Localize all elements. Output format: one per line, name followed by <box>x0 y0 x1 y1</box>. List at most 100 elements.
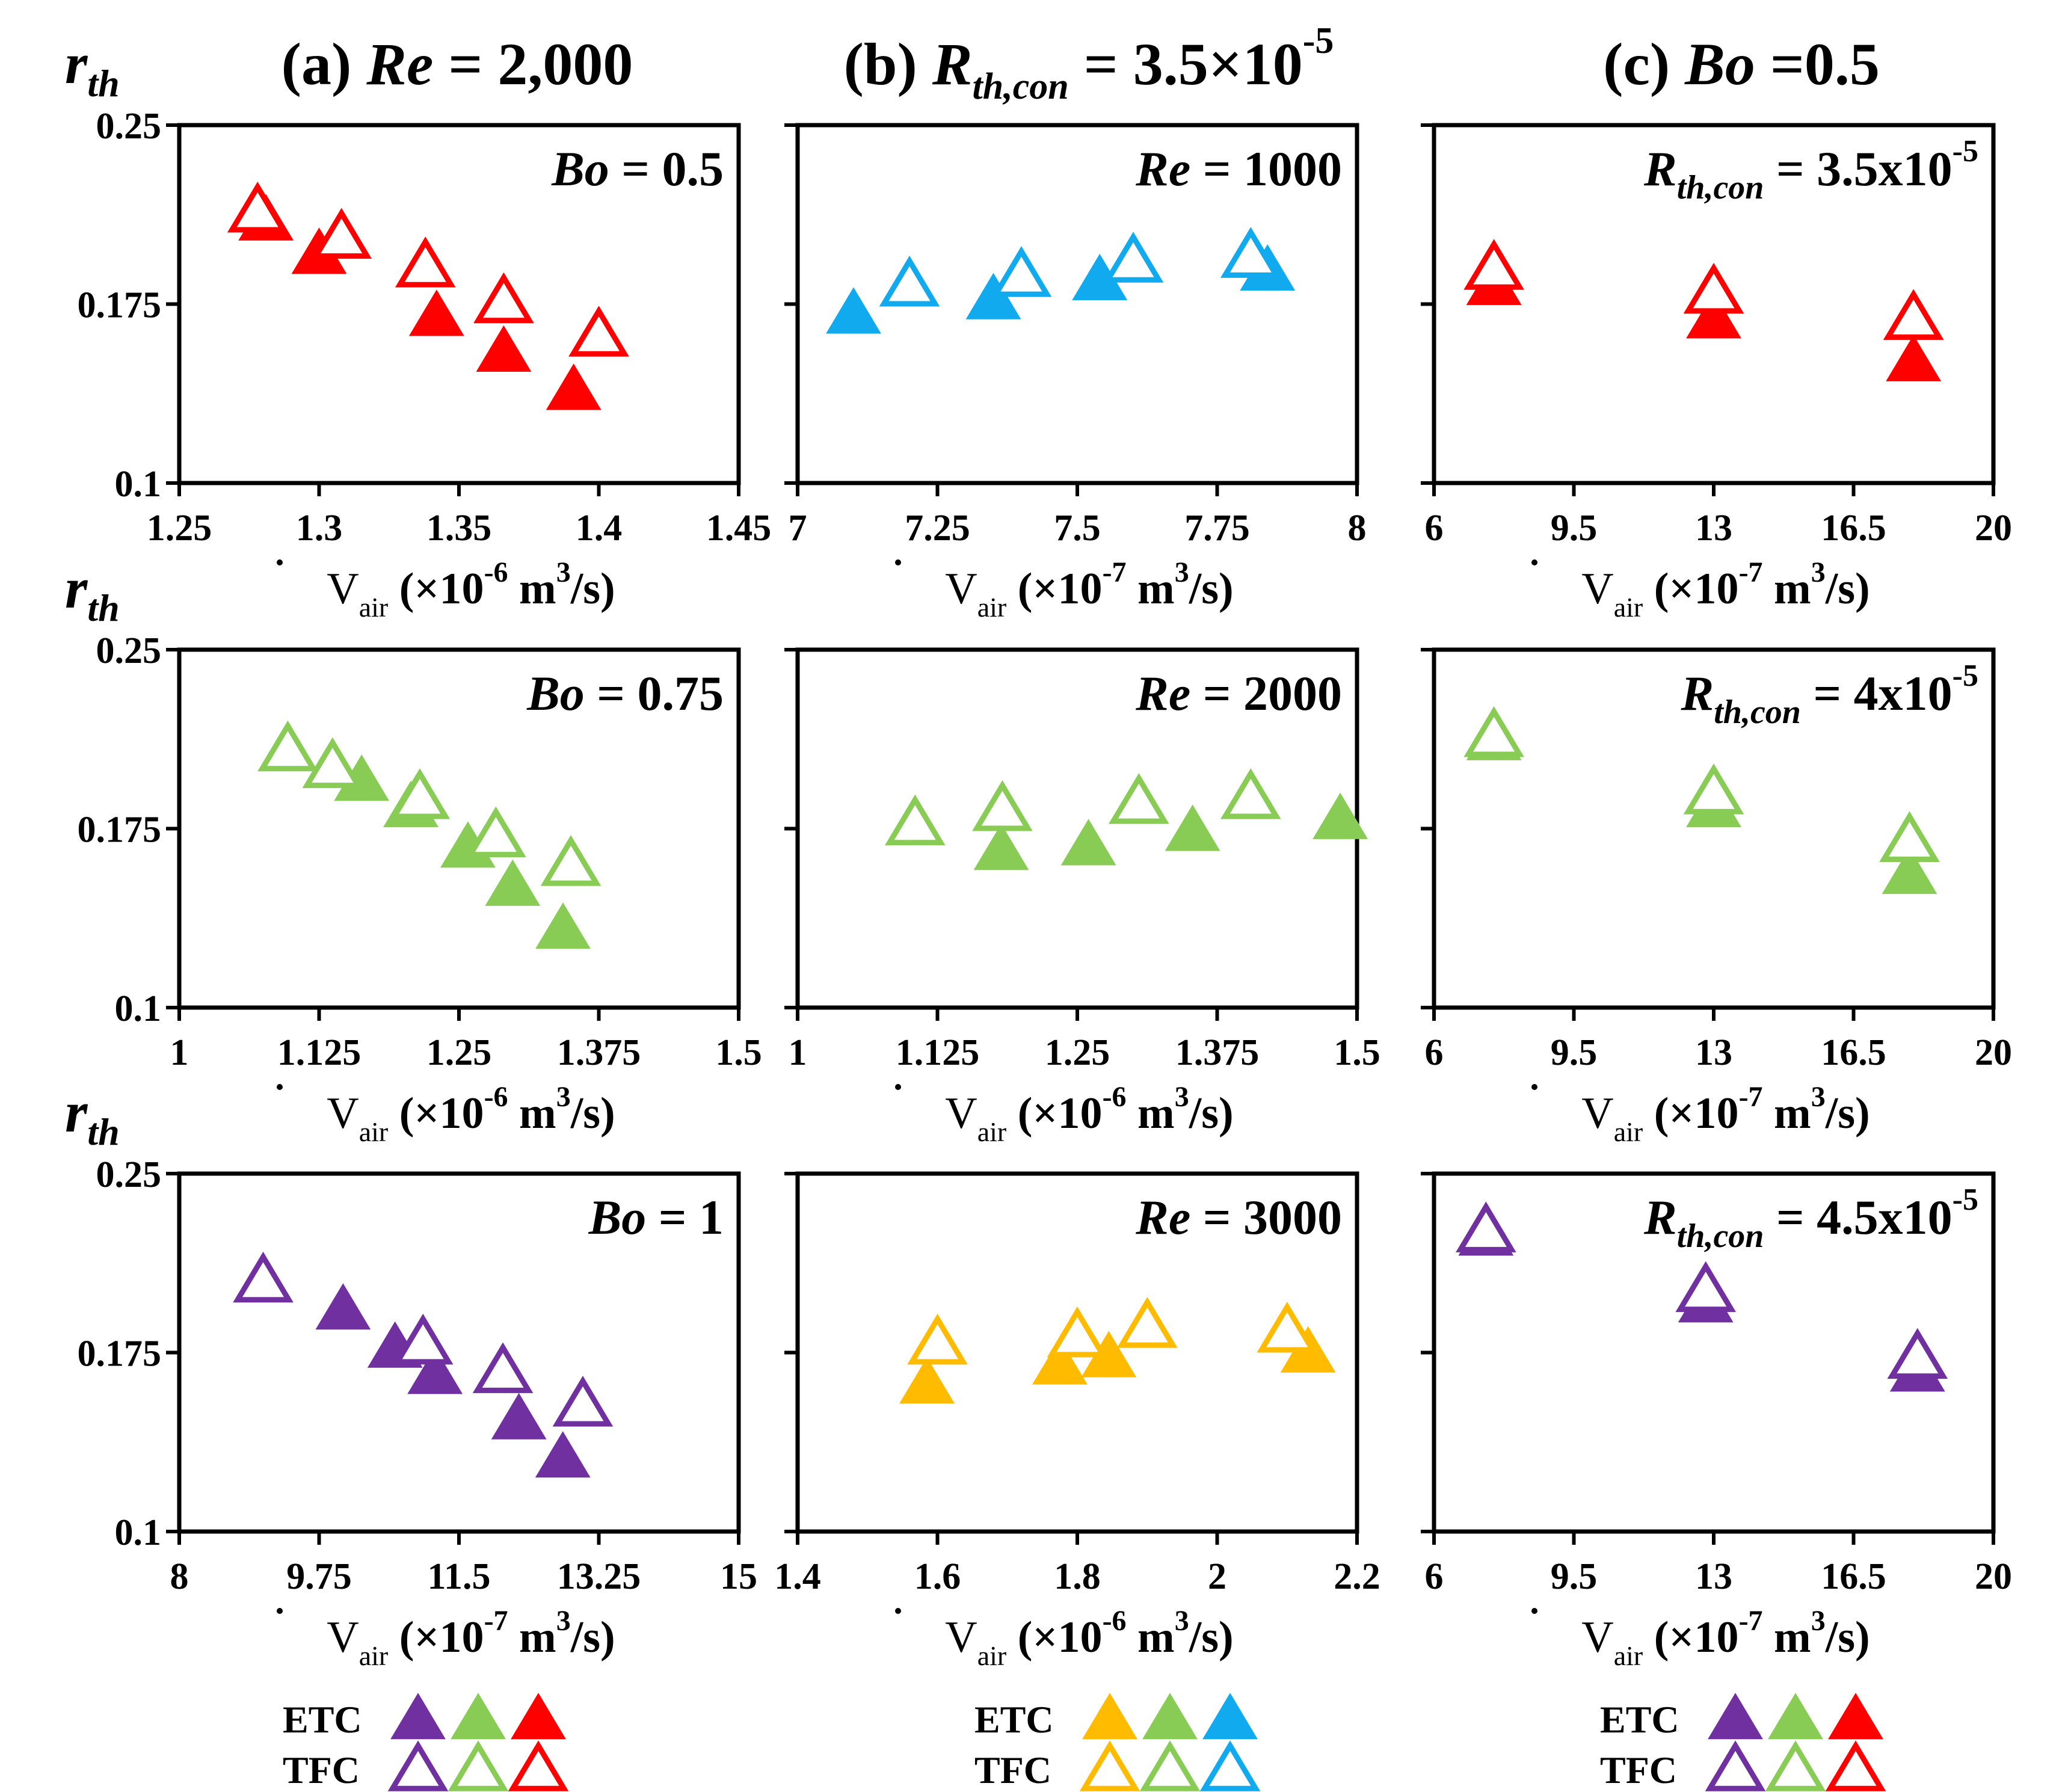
x-tick-text: 2 <box>1208 1556 1226 1597</box>
legend-etc-marker <box>1082 1693 1137 1740</box>
annotation-math: Bo <box>588 1190 647 1245</box>
x-tick-label: 1.45 <box>706 508 772 549</box>
legend-2: ETC TFC <box>1600 1693 1886 1791</box>
series-tfc <box>1463 706 1940 863</box>
etc-point <box>899 1357 955 1404</box>
x-tick-text: 15 <box>720 1556 757 1597</box>
x-tick-text: 2.2 <box>1334 1556 1380 1597</box>
xlabel-exp2: 3 <box>1175 1081 1189 1113</box>
tfc-point <box>395 236 456 288</box>
x-tick-text: 7 <box>789 508 807 549</box>
x-tick-label: 1.375 <box>557 1032 641 1073</box>
y-tick-text: 0.1 <box>115 464 162 505</box>
y-tick-label: 0.25 <box>96 1154 162 1195</box>
x-tick-text: 6 <box>1425 1032 1444 1073</box>
x-tick-text: 1.25 <box>426 1032 492 1073</box>
x-tick-text: 1.25 <box>1045 1032 1110 1073</box>
xlabel-sub: air <box>1614 1640 1643 1671</box>
annotation-sup: -5 <box>1953 659 1978 693</box>
x-axis-label: Vair (×10-6 m3/s) <box>327 556 615 623</box>
vdot-mark <box>895 559 901 565</box>
legend-tfc-marker <box>1825 1740 1886 1791</box>
legend-etc-label: ETC <box>974 1698 1054 1741</box>
title-rest: = 2,000 <box>433 31 633 97</box>
legend-etc-text: ETC <box>283 1698 362 1741</box>
legend-tfc-marker <box>1139 1740 1201 1791</box>
annotation-rest: = 0.75 <box>585 666 724 721</box>
annotation-math: Re <box>1135 1190 1190 1245</box>
x-tick-label: 16.5 <box>1821 1556 1886 1597</box>
vdot-mark <box>277 1608 283 1614</box>
etc-point <box>535 902 591 949</box>
xlabel-sub: air <box>977 1640 1007 1671</box>
etc-point <box>407 1347 463 1394</box>
annotation-math: R <box>1681 666 1714 721</box>
title-math: Re <box>366 31 433 97</box>
x-tick-text: 8 <box>170 1556 189 1597</box>
x-tick-text: 9.5 <box>1551 1032 1598 1073</box>
y-tick-label: 0.175 <box>78 810 162 851</box>
annotation-sub: th,con <box>1677 1218 1764 1255</box>
series-tfc <box>1463 239 1944 340</box>
tfc-point <box>879 255 940 307</box>
x-tick-label: 7.25 <box>905 508 970 549</box>
x-tick-label: 9.5 <box>1551 1556 1598 1597</box>
xlabel-post: m <box>1763 564 1811 614</box>
x-axis-label: Vair (×10-7 m3/s) <box>1581 556 1870 623</box>
title-prefix: (c) <box>1603 31 1685 97</box>
xlabel-tail: /s) <box>1189 564 1234 614</box>
annotation-rest: = 1000 <box>1190 141 1342 196</box>
x-tick-text: 1 <box>789 1032 807 1073</box>
y-tick-label: 0.1 <box>115 464 162 505</box>
x-tick-label: 2 <box>1208 1556 1226 1597</box>
legend-0: ETC TFC <box>283 1693 569 1791</box>
x-tick-text: 20 <box>1975 1556 2012 1597</box>
ylabel-sub: th <box>87 587 119 629</box>
x-tick-text: 7.5 <box>1054 508 1101 549</box>
legend-etc-text: ETC <box>974 1698 1054 1741</box>
panel-0-1: 7 7.25 7.5 7.75 8 Re = 1000 Vair (×10-7 m3/s) <box>784 123 1367 623</box>
annotation-rest: = 3.5x10 <box>1764 141 1952 196</box>
x-tick-text: 16.5 <box>1821 1556 1886 1597</box>
xlabel-sub: air <box>359 1116 389 1147</box>
x-tick-text: 1.8 <box>1054 1556 1101 1597</box>
series-tfc <box>1456 1201 1948 1379</box>
panel-2-1: 1.4 1.6 1.8 2 2.2 Re = 3000 Vair (×10-6 m3/s) <box>774 1171 1380 1671</box>
annotation-math: R <box>1643 141 1677 196</box>
tfc-point <box>552 1375 614 1427</box>
tfc-point <box>1257 1302 1318 1353</box>
tfc-point <box>540 835 602 886</box>
x-tick-text: 1.25 <box>147 508 212 549</box>
x-tick-label: 1.375 <box>1175 1032 1260 1073</box>
x-tick-text: 13 <box>1695 1032 1732 1073</box>
tfc-point <box>972 780 1033 831</box>
y-tick-label: 0.175 <box>78 285 162 326</box>
x-tick-label: 1.5 <box>1334 1032 1380 1073</box>
etc-point <box>485 859 541 906</box>
annotation-rest: = 3000 <box>1190 1190 1342 1245</box>
panel-1-1: 1 1.125 1.25 1.375 1.5 Re = 2000 Vair (×10-6 m… <box>784 647 1380 1147</box>
xlabel-exp2: 3 <box>1175 556 1189 588</box>
legend-tfc-text: TFC <box>974 1749 1051 1791</box>
legend-tfc-text: TFC <box>1600 1749 1677 1791</box>
etc-point <box>546 363 602 410</box>
x-tick-label: 1 <box>789 1032 807 1073</box>
x-tick-label: 13 <box>1695 1032 1732 1073</box>
x-tick-text: 20 <box>1975 1032 2012 1073</box>
title-rest: =0.5 <box>1755 31 1880 97</box>
annotation-math: Bo <box>551 141 609 196</box>
xlabel-exp: -6 <box>484 1081 508 1113</box>
annotation-sub: th,con <box>1714 694 1801 731</box>
x-tick-text: 1.4 <box>774 1556 821 1597</box>
x-tick-text: 6 <box>1425 508 1444 549</box>
panel-annotation: Bo = 1 <box>588 1190 724 1245</box>
y-tick-text: 0.175 <box>78 285 162 326</box>
y-tick-label: 0.175 <box>78 1334 162 1375</box>
xlabel-pre: (×10 <box>1006 564 1102 614</box>
x-tick-text: 1.375 <box>1175 1032 1260 1073</box>
x-tick-label: 20 <box>1975 508 2012 549</box>
tfc-point <box>568 306 629 357</box>
series-tfc <box>227 182 629 357</box>
annotation-sub: th,con <box>1677 169 1764 206</box>
x-tick-label: 9.5 <box>1551 1032 1598 1073</box>
